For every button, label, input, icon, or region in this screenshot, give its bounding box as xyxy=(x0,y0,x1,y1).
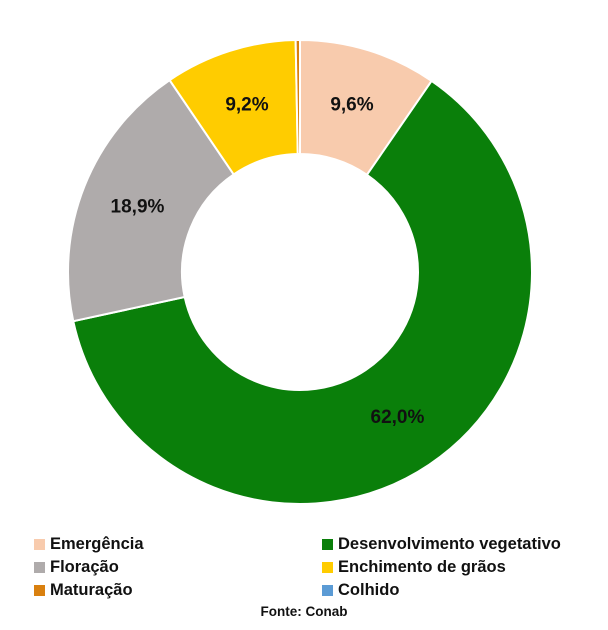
legend-item-1: Desenvolvimento vegetativo xyxy=(322,534,594,555)
legend-item-5: Colhido xyxy=(322,580,594,601)
legend-label-3: Enchimento de grãos xyxy=(338,558,506,576)
legend-label-0: Emergência xyxy=(50,535,144,553)
slice-label-3: 9,2% xyxy=(225,95,268,116)
slice-label-1: 62,0% xyxy=(371,407,425,428)
legend-swatch-3 xyxy=(322,562,333,573)
source-note: Fonte: Conab xyxy=(260,604,348,619)
legend-item-0: Emergência xyxy=(34,534,322,555)
legend-item-2: Floração xyxy=(34,557,322,578)
legend-swatch-1 xyxy=(322,539,333,550)
slice-2 xyxy=(67,78,236,323)
slice-label-0: 9,6% xyxy=(330,94,373,115)
legend-label-1: Desenvolvimento vegetativo xyxy=(338,535,561,553)
donut-chart: 9,6% 62,0% 18,9% 9,2% xyxy=(67,38,533,505)
legend-swatch-0 xyxy=(34,539,45,550)
slice-1 xyxy=(72,79,533,505)
chart-legend: Emergência Desenvolvimento vegetativo Flor… xyxy=(34,534,594,601)
legend-swatch-2 xyxy=(34,562,45,573)
slice-4 xyxy=(294,38,301,156)
legend-swatch-4 xyxy=(34,585,45,596)
legend-swatch-5 xyxy=(322,585,333,596)
legend-label-5: Colhido xyxy=(338,581,400,599)
legend-label-2: Floração xyxy=(50,558,119,576)
legend-item-4: Maturação xyxy=(34,580,322,601)
legend-item-3: Enchimento de grãos xyxy=(322,557,594,578)
slice-label-2: 18,9% xyxy=(111,197,165,218)
legend-label-4: Maturação xyxy=(50,581,133,599)
